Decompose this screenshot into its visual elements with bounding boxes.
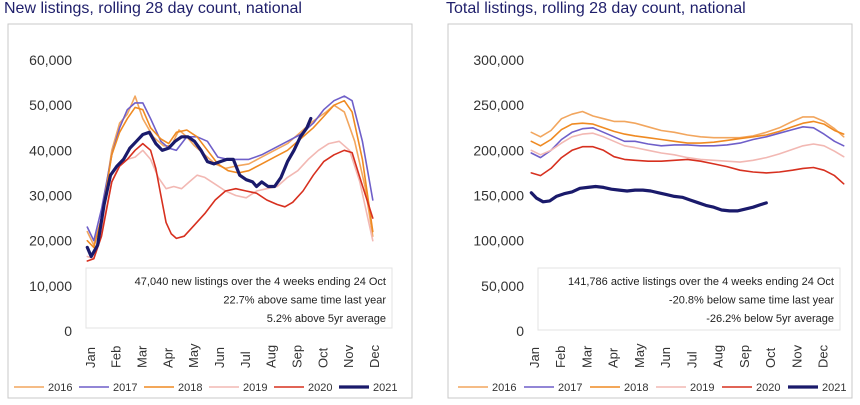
annotation-line: 47,040 new listings over the 4 weeks end… (135, 276, 386, 288)
annotation-box (537, 267, 841, 331)
annotation-box (85, 267, 393, 329)
x-tick-label: Aug (264, 345, 279, 368)
y-tick-label: 10,000 (29, 278, 72, 294)
x-tick-label: Dec (816, 344, 831, 368)
annotation-line: -20.8% below same time last year (669, 295, 834, 307)
total-listings-chart: 0 50,000 100,000 150,000 200,000 250,000 300,0… (447, 23, 853, 399)
chart-title: New listings, rolling 28 day count, nati… (4, 0, 302, 17)
y-tick-label: 100,000 (473, 233, 524, 249)
legend-label: 2016 (492, 382, 516, 394)
x-tick-label: Jun (212, 347, 227, 368)
new-listings-panel: New listings, rolling 28 day count, nati… (0, 0, 420, 405)
series-line-2016 (530, 110, 845, 139)
y-tick-label: 0 (64, 323, 72, 339)
series-line-2018 (86, 99, 374, 249)
y-tick-label: 60,000 (29, 52, 72, 68)
x-tick-label: Mar (135, 345, 150, 368)
legend-label: 2020 (756, 382, 780, 394)
legend-label: 2020 (308, 382, 332, 394)
x-tick-label: Nov (341, 344, 356, 368)
x-tick-label: Oct (763, 347, 778, 368)
x-tick-label: Apr (160, 347, 175, 368)
x-tick-label: Dec (367, 344, 382, 368)
legend-label: 2019 (243, 382, 267, 394)
legend-label: 2019 (690, 382, 714, 394)
x-tick-label: Nov (789, 344, 804, 368)
y-tick-label: 250,000 (473, 97, 524, 113)
x-tick-label: Jul (684, 351, 699, 368)
legend-label: 2016 (48, 382, 72, 394)
y-tick-label: 20,000 (29, 233, 72, 249)
series-line-2017 (530, 126, 845, 159)
x-tick-label: Jan (83, 347, 98, 368)
chart-frame (447, 23, 853, 399)
y-tick-label: 30,000 (29, 188, 72, 204)
series-line-2021 (85, 116, 313, 259)
series-line-2020 (86, 142, 374, 262)
y-tick-label: 300,000 (473, 52, 524, 68)
chart-title: Total listings, rolling 28 day count, na… (446, 0, 746, 17)
new-listings-chart: 0 10,000 20,000 30,000 40,000 50,000 60,000 Jan… (7, 23, 413, 399)
x-tick-label: Mar (579, 345, 594, 368)
series-line-2020 (530, 145, 845, 185)
legend-label: 2018 (624, 382, 648, 394)
x-tick-label: Jun (658, 347, 673, 368)
x-tick-label: Oct (315, 347, 330, 368)
y-tick-label: 50,000 (29, 97, 72, 113)
y-tick-label: 0 (516, 323, 524, 339)
series-line-2016 (86, 95, 374, 246)
y-tick-label: 150,000 (473, 188, 524, 204)
legend-label: 2021 (822, 382, 846, 394)
legend-label: 2017 (558, 382, 582, 394)
y-tick-label: 200,000 (473, 142, 524, 158)
y-tick-label: 40,000 (29, 142, 72, 158)
x-tick-label: Jan (527, 347, 542, 368)
x-tick-label: Apr (606, 347, 621, 368)
legend-label: 2021 (373, 382, 397, 394)
x-tick-label: May (186, 343, 201, 368)
x-tick-label: Feb (109, 346, 124, 368)
x-tick-label: Jul (238, 351, 253, 368)
series-line-2021 (529, 184, 768, 213)
annotation-line: 22.7% above same time last year (223, 295, 386, 307)
annotation-line: 5.2% above 5yr average (267, 313, 386, 325)
y-tick-label: 50,000 (481, 278, 524, 294)
legend-label: 2017 (113, 382, 137, 394)
x-tick-label: Feb (553, 346, 568, 368)
series-line-2017 (86, 95, 374, 242)
x-tick-label: Sep (290, 345, 305, 368)
x-tick-label: May (632, 343, 647, 368)
annotation-line: 141,786 active listings over the 4 weeks… (568, 276, 834, 288)
legend-label: 2018 (178, 382, 202, 394)
annotation-line: -26.2% below 5yr average (706, 313, 834, 325)
series-line-2018 (530, 120, 845, 147)
x-tick-label: Aug (711, 345, 726, 368)
total-listings-panel: Total listings, rolling 28 day count, na… (442, 0, 860, 405)
series-line-2019 (530, 132, 845, 163)
x-tick-label: Sep (737, 345, 752, 368)
chart-frame (7, 23, 413, 399)
